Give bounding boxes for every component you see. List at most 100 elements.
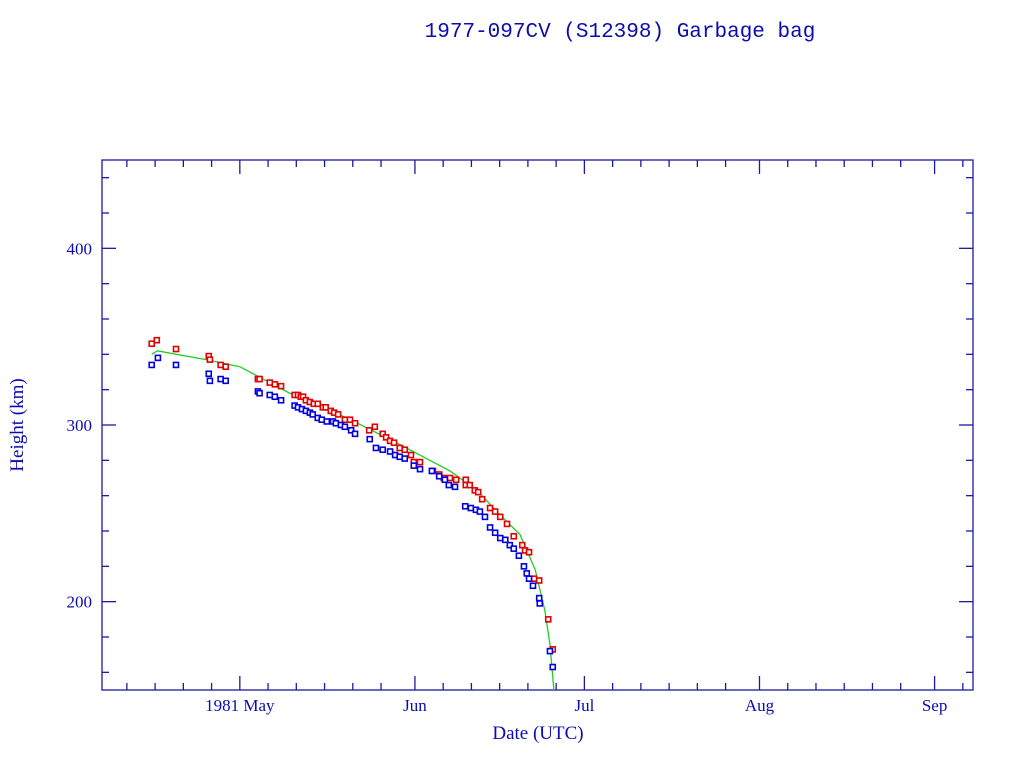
perigee-point: [347, 426, 355, 434]
perigee-point: [266, 391, 274, 399]
perigee-point: [351, 430, 359, 438]
perigee-point: [416, 465, 424, 473]
x-axis-label: Date (UTC): [492, 723, 583, 744]
apogee-point: [256, 375, 263, 383]
apogee-point: [503, 520, 511, 528]
chart-title: 1977-097CV (S12398) Garbage bag: [425, 21, 816, 44]
perigee-point: [154, 354, 162, 362]
perigee-point: [217, 375, 224, 383]
apogee-point: [491, 508, 499, 515]
perigee-point: [461, 502, 469, 510]
x-tick-label: 1981 May: [205, 696, 275, 715]
perigee-point: [435, 472, 443, 480]
apogee-point: [341, 416, 349, 424]
apogee-point: [510, 532, 518, 540]
perigee-point: [428, 467, 436, 475]
apogee-point: [496, 513, 504, 521]
apogee-point: [217, 361, 224, 369]
apogee-point: [462, 476, 470, 484]
apogee-point: [382, 434, 390, 441]
perigee-point: [529, 582, 537, 590]
apogee-point: [535, 577, 543, 584]
apogee-point: [334, 411, 342, 418]
perigee-point: [520, 563, 528, 570]
apogee-point: [172, 345, 180, 353]
perigee-point: [366, 435, 374, 443]
plot-frame: [101, 159, 974, 691]
apogee-point: [379, 430, 387, 438]
apogee-point: [416, 458, 424, 466]
apogee-point: [525, 548, 533, 556]
perigee-point: [172, 361, 180, 369]
perigee-point: [205, 370, 213, 378]
perigee-point: [510, 545, 518, 552]
apogee-point: [544, 616, 552, 623]
perigee-point: [206, 377, 214, 385]
y-tick-label: 300: [67, 416, 93, 435]
apogee-point: [396, 444, 403, 452]
perigee-point: [309, 411, 316, 418]
apogee-point: [530, 575, 538, 583]
perigee-point: [445, 481, 453, 489]
x-tick-label: Aug: [745, 696, 775, 715]
perigee-series: [148, 354, 557, 671]
perigee-point: [396, 453, 403, 461]
y-axis-label: Height (km): [7, 378, 28, 471]
y-tick-label: 400: [67, 239, 93, 258]
apogee-point: [401, 446, 409, 454]
apogee-point: [390, 439, 398, 446]
perigee-point: [467, 504, 475, 512]
perigee-point: [271, 393, 279, 401]
apogee-point: [266, 379, 274, 386]
perigee-point: [386, 448, 394, 455]
perigee-point: [523, 570, 531, 577]
x-tick-label: Jul: [574, 696, 594, 715]
apogee-point: [222, 363, 230, 371]
apogee-point: [446, 474, 454, 482]
perigee-point: [323, 418, 331, 425]
apogee-point: [153, 336, 161, 344]
x-tick-label: Jun: [403, 696, 427, 715]
perigee-point: [256, 389, 263, 397]
perigee-point: [341, 423, 349, 431]
perigee-point: [502, 536, 509, 544]
apogee-point: [478, 495, 486, 503]
perigee-point: [277, 396, 285, 404]
apogee-point: [466, 481, 474, 489]
perigee-point: [536, 600, 544, 607]
perigee-point: [486, 524, 494, 531]
perigee-point: [441, 476, 449, 484]
apogee-point: [371, 423, 379, 431]
apogee-point: [322, 404, 329, 411]
perigee-point: [481, 513, 489, 521]
perigee-point: [451, 483, 459, 491]
apogee-point: [271, 381, 279, 388]
apogee-point: [206, 356, 214, 363]
perigee-point: [549, 663, 557, 671]
perigee-point: [379, 446, 387, 454]
perigee-point: [148, 361, 156, 369]
perigee-point: [515, 552, 523, 560]
apogee-point: [346, 416, 354, 424]
apogee-series: [148, 336, 557, 653]
perigee-point: [476, 508, 484, 515]
apogee-point: [407, 451, 415, 459]
apogee-point: [351, 419, 359, 427]
y-tick-label: 200: [67, 593, 93, 612]
x-tick-label: Sep: [922, 696, 948, 715]
perigee-point: [372, 444, 380, 452]
perigee-point: [222, 377, 230, 385]
perigee-point: [506, 541, 514, 549]
perigee-point: [332, 419, 340, 427]
perigee-point: [496, 534, 504, 542]
apogee-point: [452, 476, 460, 484]
perigee-point: [491, 529, 499, 537]
perigee-point: [410, 462, 418, 469]
perigee-point: [525, 575, 533, 583]
perigee-point: [401, 455, 409, 462]
apogee-point: [277, 382, 285, 390]
apogee-point: [148, 340, 156, 348]
perigee-point: [546, 647, 554, 655]
apogee-point: [518, 541, 526, 549]
